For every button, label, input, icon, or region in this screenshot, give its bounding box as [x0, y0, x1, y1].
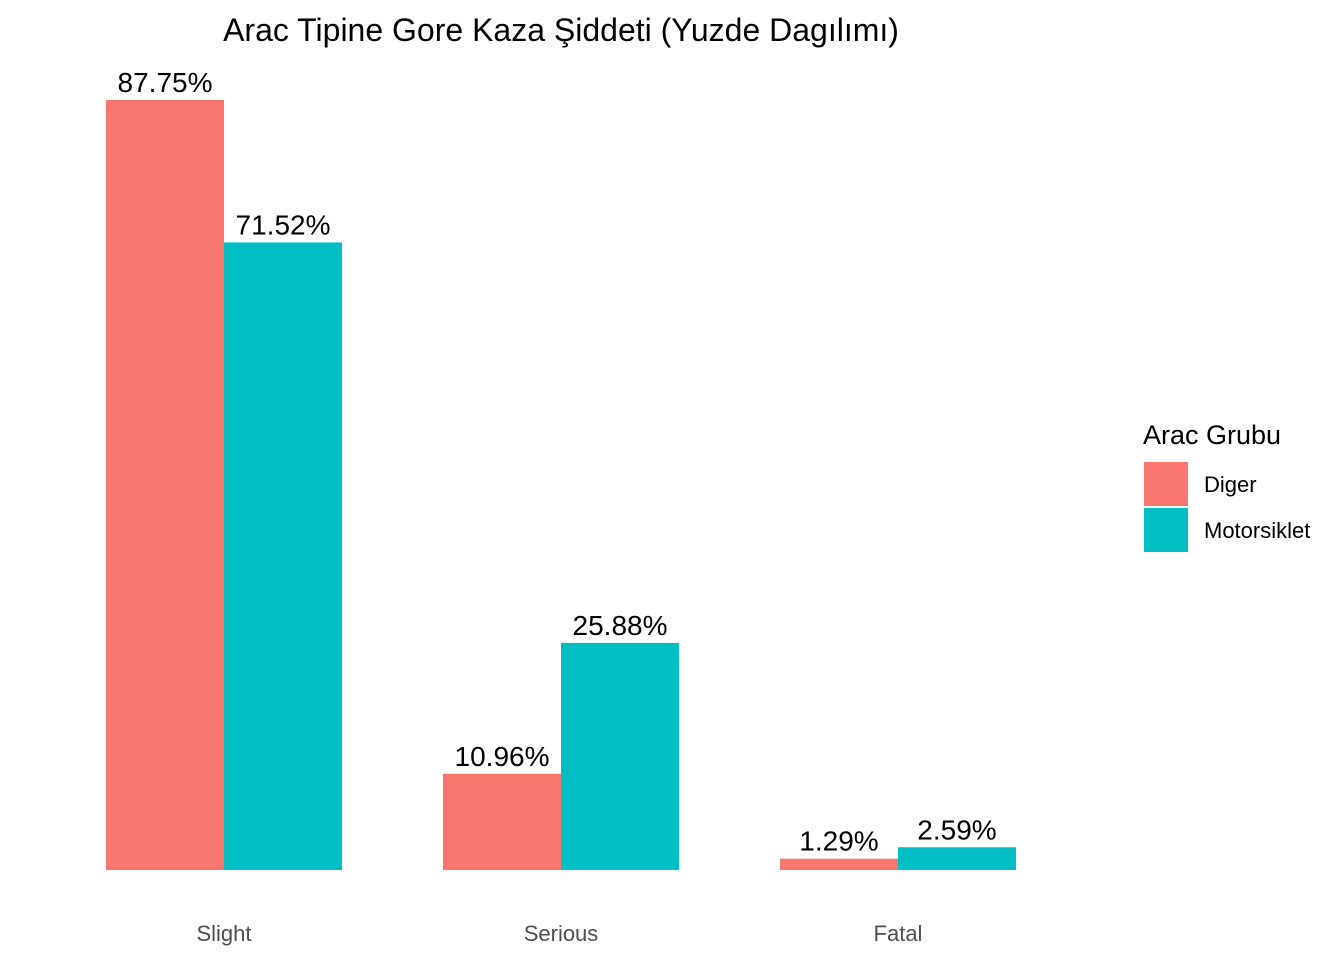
legend-key-diger: [1144, 462, 1188, 506]
legend-title: Arac Grubu: [1143, 420, 1281, 450]
legend-key-motorsiklet: [1144, 508, 1188, 552]
data-label-serious-motorsiklet: 25.88%: [573, 610, 668, 641]
data-labels-group: 87.75% 71.52% 10.96% 25.88% 1.29% 2.59%: [118, 67, 997, 857]
legend: Arac Grubu Diger Motorsiklet: [1143, 420, 1310, 552]
bar-fatal-motorsiklet: [898, 847, 1016, 870]
bar-slight-motorsiklet: [224, 242, 342, 870]
data-label-fatal-diger: 1.29%: [799, 826, 878, 857]
chart-title: Arac Tipine Gore Kaza Şiddeti (Yuzde Dag…: [223, 12, 899, 48]
x-tick-label-fatal: Fatal: [874, 921, 923, 946]
data-label-fatal-motorsiklet: 2.59%: [917, 814, 996, 845]
legend-label-motorsiklet: Motorsiklet: [1204, 518, 1310, 543]
legend-items: Diger Motorsiklet: [1144, 462, 1310, 552]
bar-slight-diger: [106, 100, 224, 870]
data-label-serious-diger: 10.96%: [455, 741, 550, 772]
legend-label-diger: Diger: [1204, 472, 1257, 497]
data-label-slight-diger: 87.75%: [118, 67, 213, 98]
x-tick-label-serious: Serious: [524, 921, 599, 946]
bar-serious-diger: [443, 773, 561, 870]
x-tick-label-slight: Slight: [196, 921, 251, 946]
bar-serious-motorsiklet: [561, 642, 679, 870]
bars-group: [106, 100, 1016, 870]
x-axis-ticks: Slight Serious Fatal: [196, 921, 922, 946]
data-label-slight-motorsiklet: 71.52%: [236, 209, 331, 240]
bar-fatal-diger: [780, 858, 898, 870]
